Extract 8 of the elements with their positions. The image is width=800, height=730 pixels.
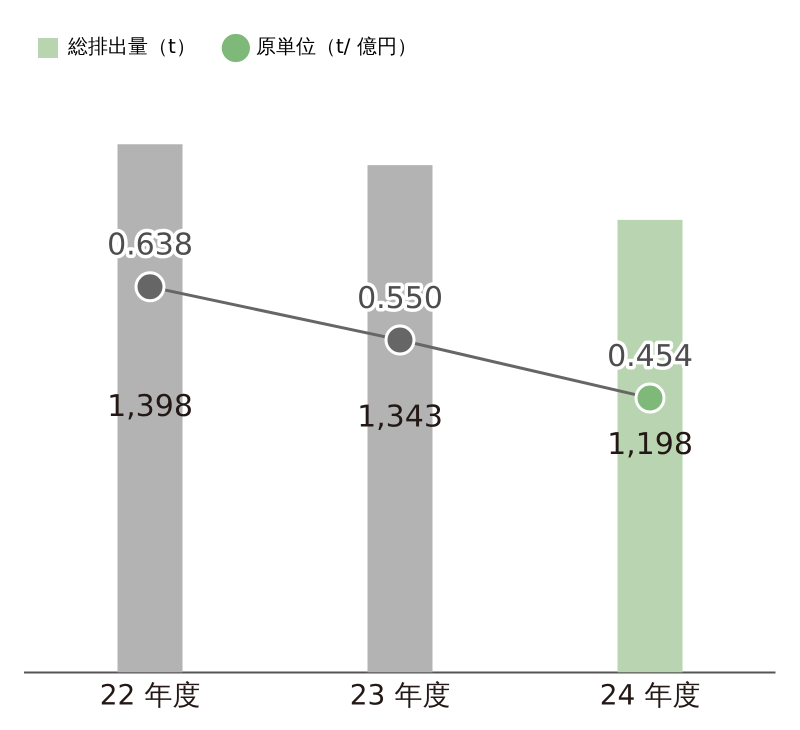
- legend-label: 原単位（t/ 億円）: [256, 34, 417, 58]
- data-label: 1,198: [607, 426, 693, 462]
- data-label: 1,398: [107, 389, 193, 424]
- legend-label: 総排出量（t）: [67, 34, 196, 58]
- x-tick-label: 24 年度: [600, 678, 700, 712]
- x-tick-label: 22 年度: [100, 678, 200, 712]
- data-label: 1,343: [357, 400, 443, 435]
- x-tick-label: 23 年度: [350, 678, 450, 712]
